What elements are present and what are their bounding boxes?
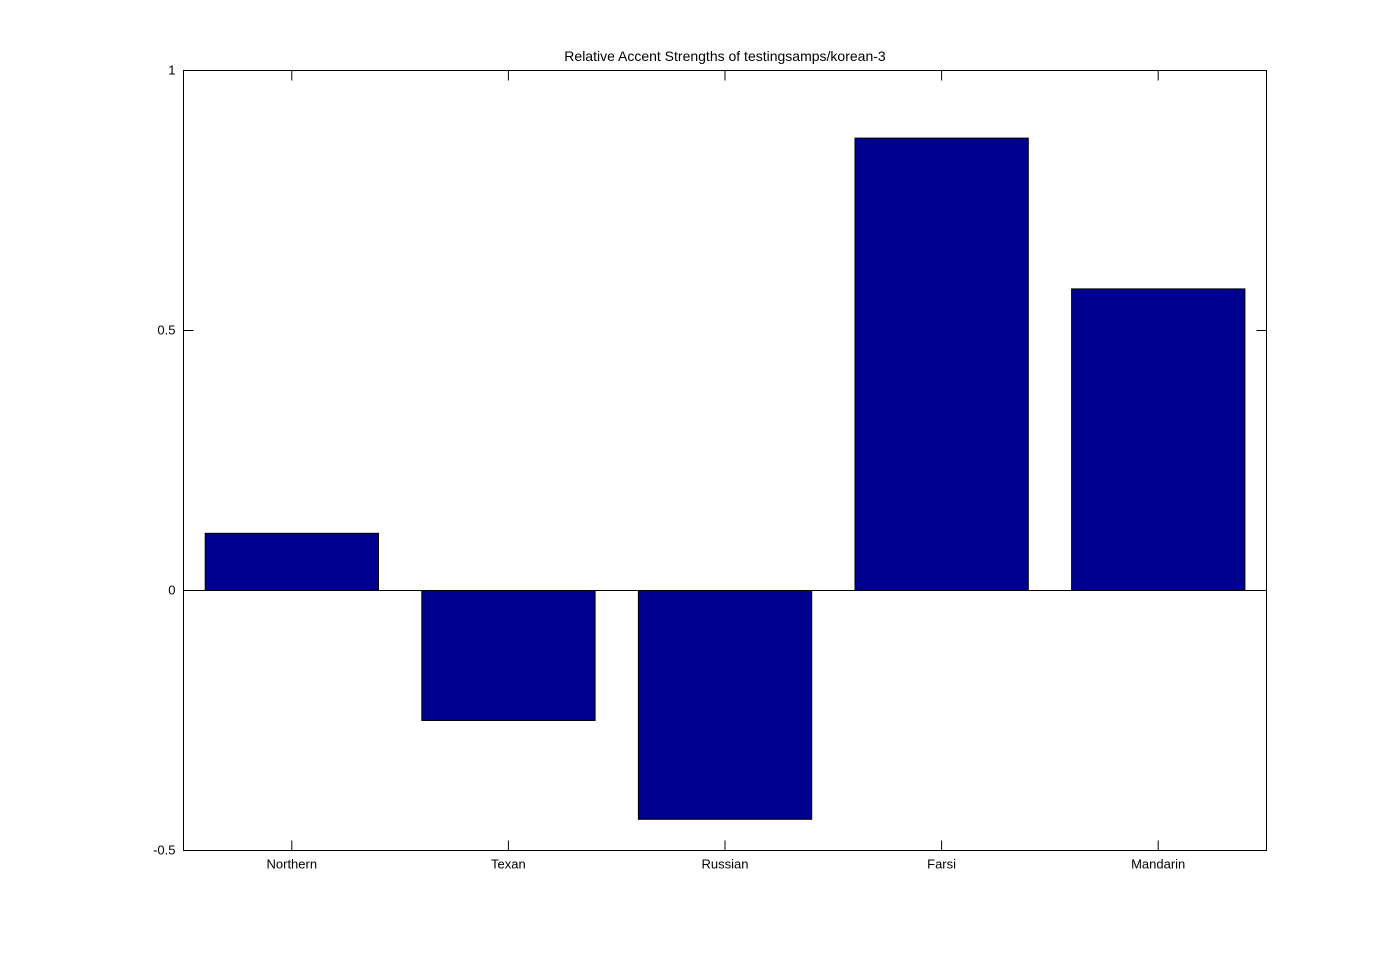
y-tick-label: 0 — [168, 583, 175, 598]
bar-northern — [204, 532, 379, 591]
x-tick-label: Farsi — [927, 857, 956, 872]
x-tick-label: Texan — [491, 857, 526, 872]
x-tick-label: Russian — [702, 857, 749, 872]
x-tick-label: Northern — [267, 857, 318, 872]
y-tick-label: 0.5 — [157, 323, 175, 338]
bar-farsi — [854, 137, 1029, 591]
y-tick-label: -0.5 — [153, 843, 175, 858]
bar-texan — [421, 590, 596, 721]
x-tick-label: Mandarin — [1131, 857, 1185, 872]
chart-title: Relative Accent Strengths of testingsamp… — [564, 48, 886, 64]
bar-mandarin — [1071, 288, 1246, 591]
y-tick-label: 1 — [168, 63, 175, 78]
bar-russian — [637, 590, 813, 820]
